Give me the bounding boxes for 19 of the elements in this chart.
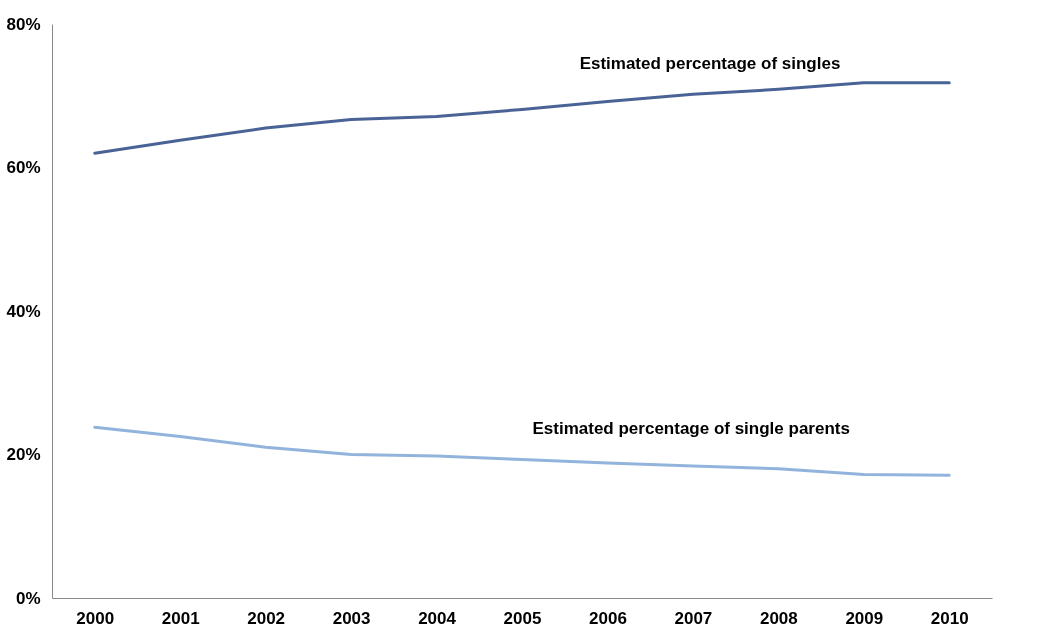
y-tick-label: 0% bbox=[15, 588, 41, 608]
x-tick-label: 2000 bbox=[76, 608, 115, 628]
x-tick-label: 2004 bbox=[418, 608, 457, 628]
x-tick-label: 2006 bbox=[589, 608, 627, 628]
y-tick-label: 40% bbox=[6, 301, 41, 321]
y-tick-label: 20% bbox=[6, 445, 41, 464]
x-tick-label: 2007 bbox=[674, 608, 713, 628]
x-tick-label: 2010 bbox=[930, 608, 969, 628]
annotation: Estimated percentage of singles bbox=[579, 54, 841, 74]
y-tick-label: 60% bbox=[6, 158, 41, 177]
x-tick-label: 2002 bbox=[247, 608, 286, 628]
x-tick-label: 2003 bbox=[332, 608, 371, 628]
x-tick-label: 2005 bbox=[503, 608, 542, 628]
line-series bbox=[93, 81, 951, 155]
x-tick-label: 2001 bbox=[161, 608, 200, 628]
x-tick-label: 2009 bbox=[845, 608, 884, 628]
annotation: Estimated percentage of single parents bbox=[532, 418, 850, 438]
x-tick-label: 2008 bbox=[759, 608, 798, 628]
y-tick-label: 80% bbox=[6, 14, 41, 34]
